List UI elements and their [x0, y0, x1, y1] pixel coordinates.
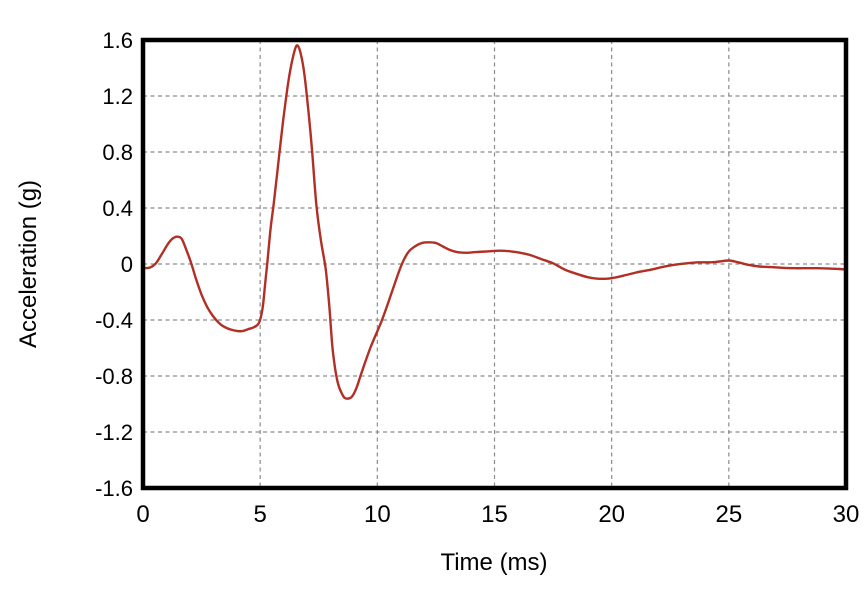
- y-tick-label--0.4: -0.4: [95, 308, 133, 333]
- x-tick-label-5: 5: [253, 501, 266, 528]
- x-tick-label-0: 0: [136, 501, 149, 528]
- x-tick-label-30: 30: [833, 501, 860, 528]
- y-tick-label-1.2: 1.2: [102, 84, 133, 109]
- y-tick-label-0.4: 0.4: [102, 196, 133, 221]
- x-tick-label-10: 10: [364, 501, 391, 528]
- x-tick-label-25: 25: [715, 501, 742, 528]
- y-tick-label--0.8: -0.8: [95, 364, 133, 389]
- y-tick-label-0.8: 0.8: [102, 140, 133, 165]
- plot-border: [140, 37, 849, 491]
- y-tick-label--1.2: -1.2: [95, 420, 133, 445]
- x-tick-label-15: 15: [481, 501, 508, 528]
- y-tick-label-1.6: 1.6: [102, 28, 133, 53]
- x-axis-title: Time (ms): [440, 549, 547, 576]
- curve-layer: [141, 44, 848, 400]
- y-tick-label-0: 0: [121, 252, 133, 277]
- acceleration-trace: [141, 44, 848, 400]
- x-tick-label-20: 20: [598, 501, 625, 528]
- y-axis-title: Acceleration (g): [15, 180, 42, 348]
- y-tick-label--1.6: -1.6: [95, 476, 133, 501]
- tick-layer: 0 5 10 15 20 25 30 1.6 1.2 0.8 0.4 0 -0.4 -0.8 -1.2 -1.…: [95, 28, 859, 528]
- grid-layer: [143, 40, 846, 488]
